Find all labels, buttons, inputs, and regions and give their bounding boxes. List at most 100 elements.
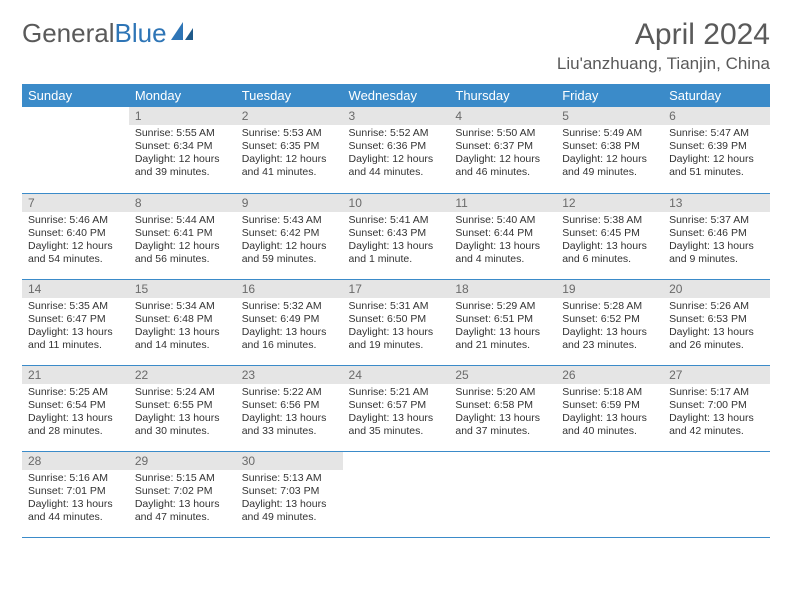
calendar-cell: 3Sunrise: 5:52 AMSunset: 6:36 PMDaylight… [343,107,450,193]
day-body [22,125,129,131]
day-line: and 39 minutes. [135,166,230,179]
day-line: Daylight: 12 hours [455,153,550,166]
day-line: Sunrise: 5:35 AM [28,300,123,313]
day-body: Sunrise: 5:18 AMSunset: 6:59 PMDaylight:… [556,384,663,443]
day-number: 3 [343,107,450,125]
day-line: Sunrise: 5:17 AM [669,386,764,399]
day-line: Daylight: 13 hours [455,412,550,425]
weekday-header: Monday [129,84,236,107]
day-line: Sunset: 6:35 PM [242,140,337,153]
title-block: April 2024 Liu'anzhuang, Tianjin, China [557,18,770,74]
day-number: 21 [22,366,129,384]
day-body: Sunrise: 5:53 AMSunset: 6:35 PMDaylight:… [236,125,343,184]
day-body: Sunrise: 5:32 AMSunset: 6:49 PMDaylight:… [236,298,343,357]
calendar-cell: 28Sunrise: 5:16 AMSunset: 7:01 PMDayligh… [22,451,129,537]
day-line: Sunset: 6:42 PM [242,227,337,240]
day-line: Daylight: 13 hours [28,498,123,511]
day-line: Daylight: 13 hours [455,326,550,339]
day-body: Sunrise: 5:31 AMSunset: 6:50 PMDaylight:… [343,298,450,357]
weekday-header: Wednesday [343,84,450,107]
day-line: and 40 minutes. [562,425,657,438]
day-number: 27 [663,366,770,384]
day-line: and 56 minutes. [135,253,230,266]
calendar-cell: 25Sunrise: 5:20 AMSunset: 6:58 PMDayligh… [449,365,556,451]
day-body: Sunrise: 5:46 AMSunset: 6:40 PMDaylight:… [22,212,129,271]
day-line: Sunrise: 5:50 AM [455,127,550,140]
day-number [343,452,450,470]
day-line: Sunset: 6:53 PM [669,313,764,326]
day-line: and 1 minute. [349,253,444,266]
day-body: Sunrise: 5:25 AMSunset: 6:54 PMDaylight:… [22,384,129,443]
sail-icon [169,18,195,49]
day-number: 16 [236,280,343,298]
calendar-row: 1Sunrise: 5:55 AMSunset: 6:34 PMDaylight… [22,107,770,193]
day-line: Sunset: 6:49 PM [242,313,337,326]
day-number: 9 [236,194,343,212]
day-line: Sunrise: 5:34 AM [135,300,230,313]
day-line: Daylight: 13 hours [349,240,444,253]
day-body: Sunrise: 5:44 AMSunset: 6:41 PMDaylight:… [129,212,236,271]
day-line: and 28 minutes. [28,425,123,438]
day-line: Sunset: 6:40 PM [28,227,123,240]
day-line: Sunrise: 5:20 AM [455,386,550,399]
day-number: 5 [556,107,663,125]
weekday-header: Saturday [663,84,770,107]
day-number: 6 [663,107,770,125]
day-number: 17 [343,280,450,298]
day-line: Sunrise: 5:26 AM [669,300,764,313]
calendar-body: 1Sunrise: 5:55 AMSunset: 6:34 PMDaylight… [22,107,770,537]
day-number: 1 [129,107,236,125]
day-line: Sunset: 6:57 PM [349,399,444,412]
weekday-header: Tuesday [236,84,343,107]
day-body: Sunrise: 5:15 AMSunset: 7:02 PMDaylight:… [129,470,236,529]
day-line: Sunrise: 5:25 AM [28,386,123,399]
weekday-header-row: Sunday Monday Tuesday Wednesday Thursday… [22,84,770,107]
day-number: 13 [663,194,770,212]
day-line: Sunrise: 5:52 AM [349,127,444,140]
day-number: 25 [449,366,556,384]
calendar-cell [449,451,556,537]
calendar-row: 14Sunrise: 5:35 AMSunset: 6:47 PMDayligh… [22,279,770,365]
day-line: Sunset: 6:44 PM [455,227,550,240]
day-line: and 14 minutes. [135,339,230,352]
day-line: and 11 minutes. [28,339,123,352]
day-line: Daylight: 13 hours [28,326,123,339]
day-line: and 23 minutes. [562,339,657,352]
header: GeneralBlue April 2024 Liu'anzhuang, Tia… [22,18,770,74]
day-body: Sunrise: 5:37 AMSunset: 6:46 PMDaylight:… [663,212,770,271]
day-line: Sunset: 6:39 PM [669,140,764,153]
calendar-cell: 7Sunrise: 5:46 AMSunset: 6:40 PMDaylight… [22,193,129,279]
day-line: Sunset: 6:59 PM [562,399,657,412]
day-line: Sunrise: 5:22 AM [242,386,337,399]
day-body: Sunrise: 5:29 AMSunset: 6:51 PMDaylight:… [449,298,556,357]
day-line: and 6 minutes. [562,253,657,266]
day-line: Daylight: 13 hours [562,326,657,339]
day-line: Sunrise: 5:29 AM [455,300,550,313]
day-line: Sunrise: 5:49 AM [562,127,657,140]
day-number [663,452,770,470]
day-line: and 33 minutes. [242,425,337,438]
day-line: Daylight: 13 hours [562,412,657,425]
day-number: 7 [22,194,129,212]
day-line: and 42 minutes. [669,425,764,438]
day-line: Sunset: 6:54 PM [28,399,123,412]
day-line: Sunrise: 5:40 AM [455,214,550,227]
calendar-row: 7Sunrise: 5:46 AMSunset: 6:40 PMDaylight… [22,193,770,279]
day-number: 11 [449,194,556,212]
day-body: Sunrise: 5:41 AMSunset: 6:43 PMDaylight:… [343,212,450,271]
day-line: Daylight: 12 hours [28,240,123,253]
day-number: 28 [22,452,129,470]
day-line: Sunset: 6:50 PM [349,313,444,326]
day-line: Daylight: 12 hours [135,153,230,166]
day-line: Sunrise: 5:18 AM [562,386,657,399]
day-number: 29 [129,452,236,470]
day-line: Sunrise: 5:37 AM [669,214,764,227]
day-line: and 9 minutes. [669,253,764,266]
day-number: 10 [343,194,450,212]
day-body: Sunrise: 5:34 AMSunset: 6:48 PMDaylight:… [129,298,236,357]
day-line: and 44 minutes. [349,166,444,179]
day-body: Sunrise: 5:22 AMSunset: 6:56 PMDaylight:… [236,384,343,443]
day-line: Sunrise: 5:13 AM [242,472,337,485]
day-line: Daylight: 12 hours [242,240,337,253]
day-line: Daylight: 13 hours [349,326,444,339]
